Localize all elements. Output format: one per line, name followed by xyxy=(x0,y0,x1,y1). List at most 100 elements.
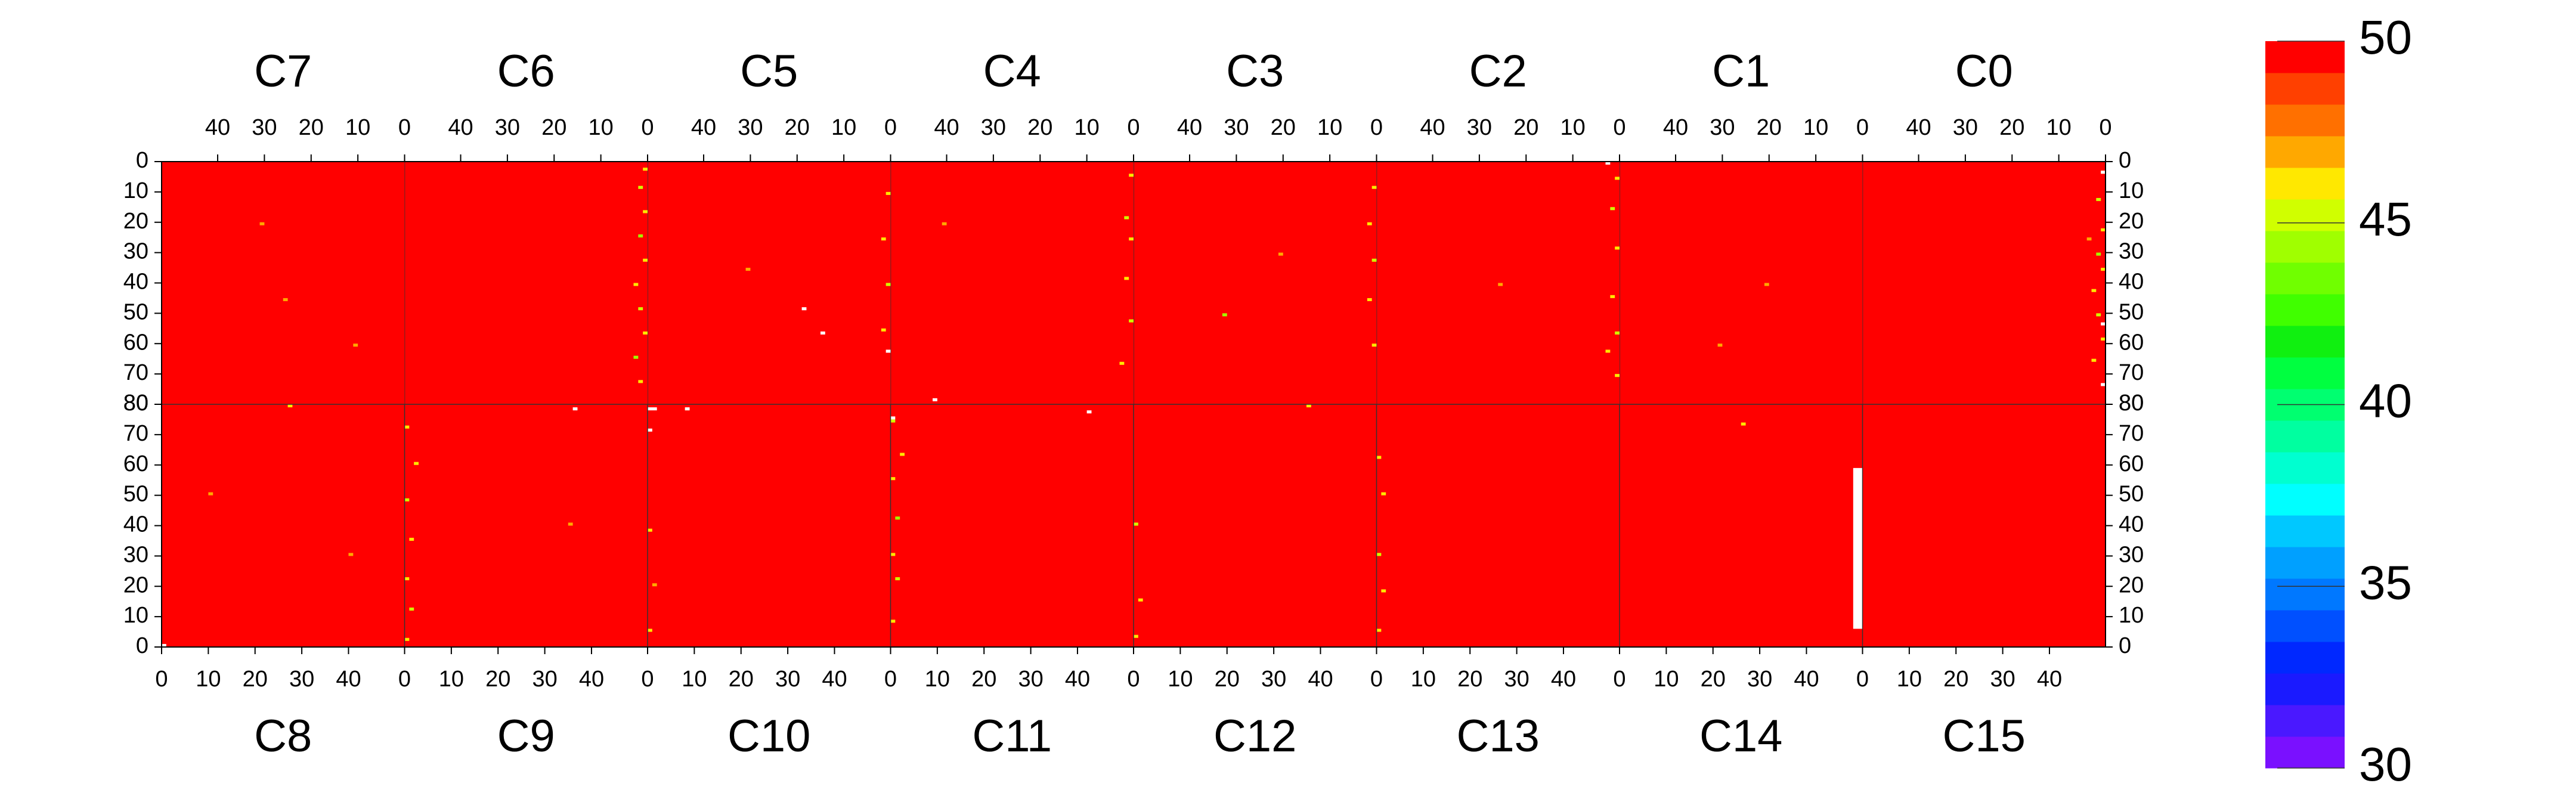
y-tick-label: 0 xyxy=(136,633,148,658)
colorbar-band xyxy=(2265,515,2345,547)
panel-label: C12 xyxy=(1213,711,1296,761)
x-tick-label: 0 xyxy=(1856,667,1869,692)
y-tick-label: 30 xyxy=(2119,239,2144,264)
x-tick-label: 40 xyxy=(205,115,230,140)
cell xyxy=(638,234,643,238)
x-tick-label: 40 xyxy=(822,667,847,692)
x-tick-label: 10 xyxy=(1074,115,1099,140)
cell xyxy=(208,492,213,496)
y-tick-label: 80 xyxy=(123,391,148,416)
cell xyxy=(643,258,648,262)
x-tick-label: 30 xyxy=(1747,667,1772,692)
x-tick-label: 30 xyxy=(1953,115,1978,140)
panel-base xyxy=(890,162,1134,404)
y-tick-label: 40 xyxy=(123,270,148,295)
colorbar-tick-label: 50 xyxy=(2359,11,2412,64)
x-tick-label: 0 xyxy=(1127,115,1140,140)
colorbar-band xyxy=(2265,326,2345,358)
colorbar-band xyxy=(2265,231,2345,263)
x-tick-label: 20 xyxy=(1757,115,1782,140)
missing-cells xyxy=(2101,383,2106,386)
cell xyxy=(895,577,900,581)
x-tick-label: 30 xyxy=(1018,667,1043,692)
cell xyxy=(886,191,891,195)
panel-label: C13 xyxy=(1457,711,1540,761)
x-tick-label: 10 xyxy=(1897,667,1922,692)
colorbar-band xyxy=(2265,452,2345,484)
x-tick-label: 20 xyxy=(1999,115,2024,140)
cell xyxy=(1129,319,1134,323)
colorbar-band xyxy=(2265,705,2345,737)
missing-cells xyxy=(648,428,652,432)
panel-label: C14 xyxy=(1699,711,1782,761)
y-tick-label: 60 xyxy=(2119,330,2144,355)
x-tick-label: 10 xyxy=(1654,667,1679,692)
y-tick-label: 80 xyxy=(2119,391,2144,416)
x-tick-label: 30 xyxy=(1261,667,1286,692)
x-tick-label: 20 xyxy=(299,115,324,140)
cell xyxy=(638,185,643,189)
missing-cells xyxy=(890,416,896,420)
cell xyxy=(404,498,410,501)
x-tick-label: 0 xyxy=(1370,115,1383,140)
x-tick-label: 40 xyxy=(448,115,473,140)
panel-label: C0 xyxy=(1955,46,2013,97)
cell xyxy=(1371,258,1377,262)
x-tick-label: 0 xyxy=(155,667,168,692)
x-tick-label: 10 xyxy=(831,115,856,140)
cell xyxy=(1134,522,1138,526)
x-tick-label: 10 xyxy=(1803,115,1828,140)
x-tick-label: 20 xyxy=(1513,115,1538,140)
cell xyxy=(652,583,657,587)
y-tick-label: 30 xyxy=(123,542,148,567)
x-tick-label: 10 xyxy=(1560,115,1585,140)
y-tick-label: 50 xyxy=(123,299,148,324)
colorbar-band xyxy=(2265,168,2345,200)
cell xyxy=(745,268,751,271)
missing-cells xyxy=(648,407,657,411)
x-tick-label: 10 xyxy=(925,667,950,692)
x-tick-label: 20 xyxy=(785,115,810,140)
x-tick-label: 20 xyxy=(1701,667,1726,692)
x-tick-label: 30 xyxy=(738,115,763,140)
colorbar-tick-label: 35 xyxy=(2359,556,2412,609)
colorbar-band xyxy=(2265,294,2345,326)
y-tick-label: 20 xyxy=(123,572,148,598)
x-tick-label: 20 xyxy=(485,667,510,692)
colorbar-band xyxy=(2265,610,2345,642)
x-tick-label: 20 xyxy=(1457,667,1482,692)
colorbar-band xyxy=(2265,357,2345,389)
cell xyxy=(1367,298,1372,302)
x-tick-label: 0 xyxy=(398,115,411,140)
cell xyxy=(1615,374,1620,377)
cell xyxy=(1376,629,1382,632)
x-tick-label: 0 xyxy=(1613,115,1626,140)
y-tick-label: 20 xyxy=(123,209,148,234)
missing-cells xyxy=(820,331,825,335)
colorbar-band xyxy=(2265,104,2345,137)
cell xyxy=(633,355,639,359)
colorbar-tick-label: 30 xyxy=(2359,738,2412,791)
cell xyxy=(353,343,358,347)
cell xyxy=(648,629,652,632)
y-tick-label: 80 xyxy=(123,391,148,416)
panel-base xyxy=(648,404,891,647)
y-tick-label: 0 xyxy=(136,148,148,173)
cell xyxy=(643,168,648,171)
panel-label: C8 xyxy=(254,711,312,761)
missing-cells xyxy=(685,407,690,411)
x-tick-label: 40 xyxy=(691,115,716,140)
cell xyxy=(404,577,410,581)
x-tick-label: 10 xyxy=(1168,667,1193,692)
x-tick-label: 10 xyxy=(196,667,221,692)
x-tick-label: 10 xyxy=(2046,115,2071,140)
missing-cells xyxy=(572,407,578,411)
colorbar-band xyxy=(2265,547,2345,579)
x-tick-label: 30 xyxy=(1467,115,1492,140)
cell xyxy=(1615,331,1620,335)
panel-base xyxy=(162,404,405,647)
x-tick-label: 30 xyxy=(1224,115,1249,140)
cell xyxy=(2101,228,2106,232)
cell xyxy=(2101,338,2106,341)
colorbar-band xyxy=(2265,420,2345,453)
